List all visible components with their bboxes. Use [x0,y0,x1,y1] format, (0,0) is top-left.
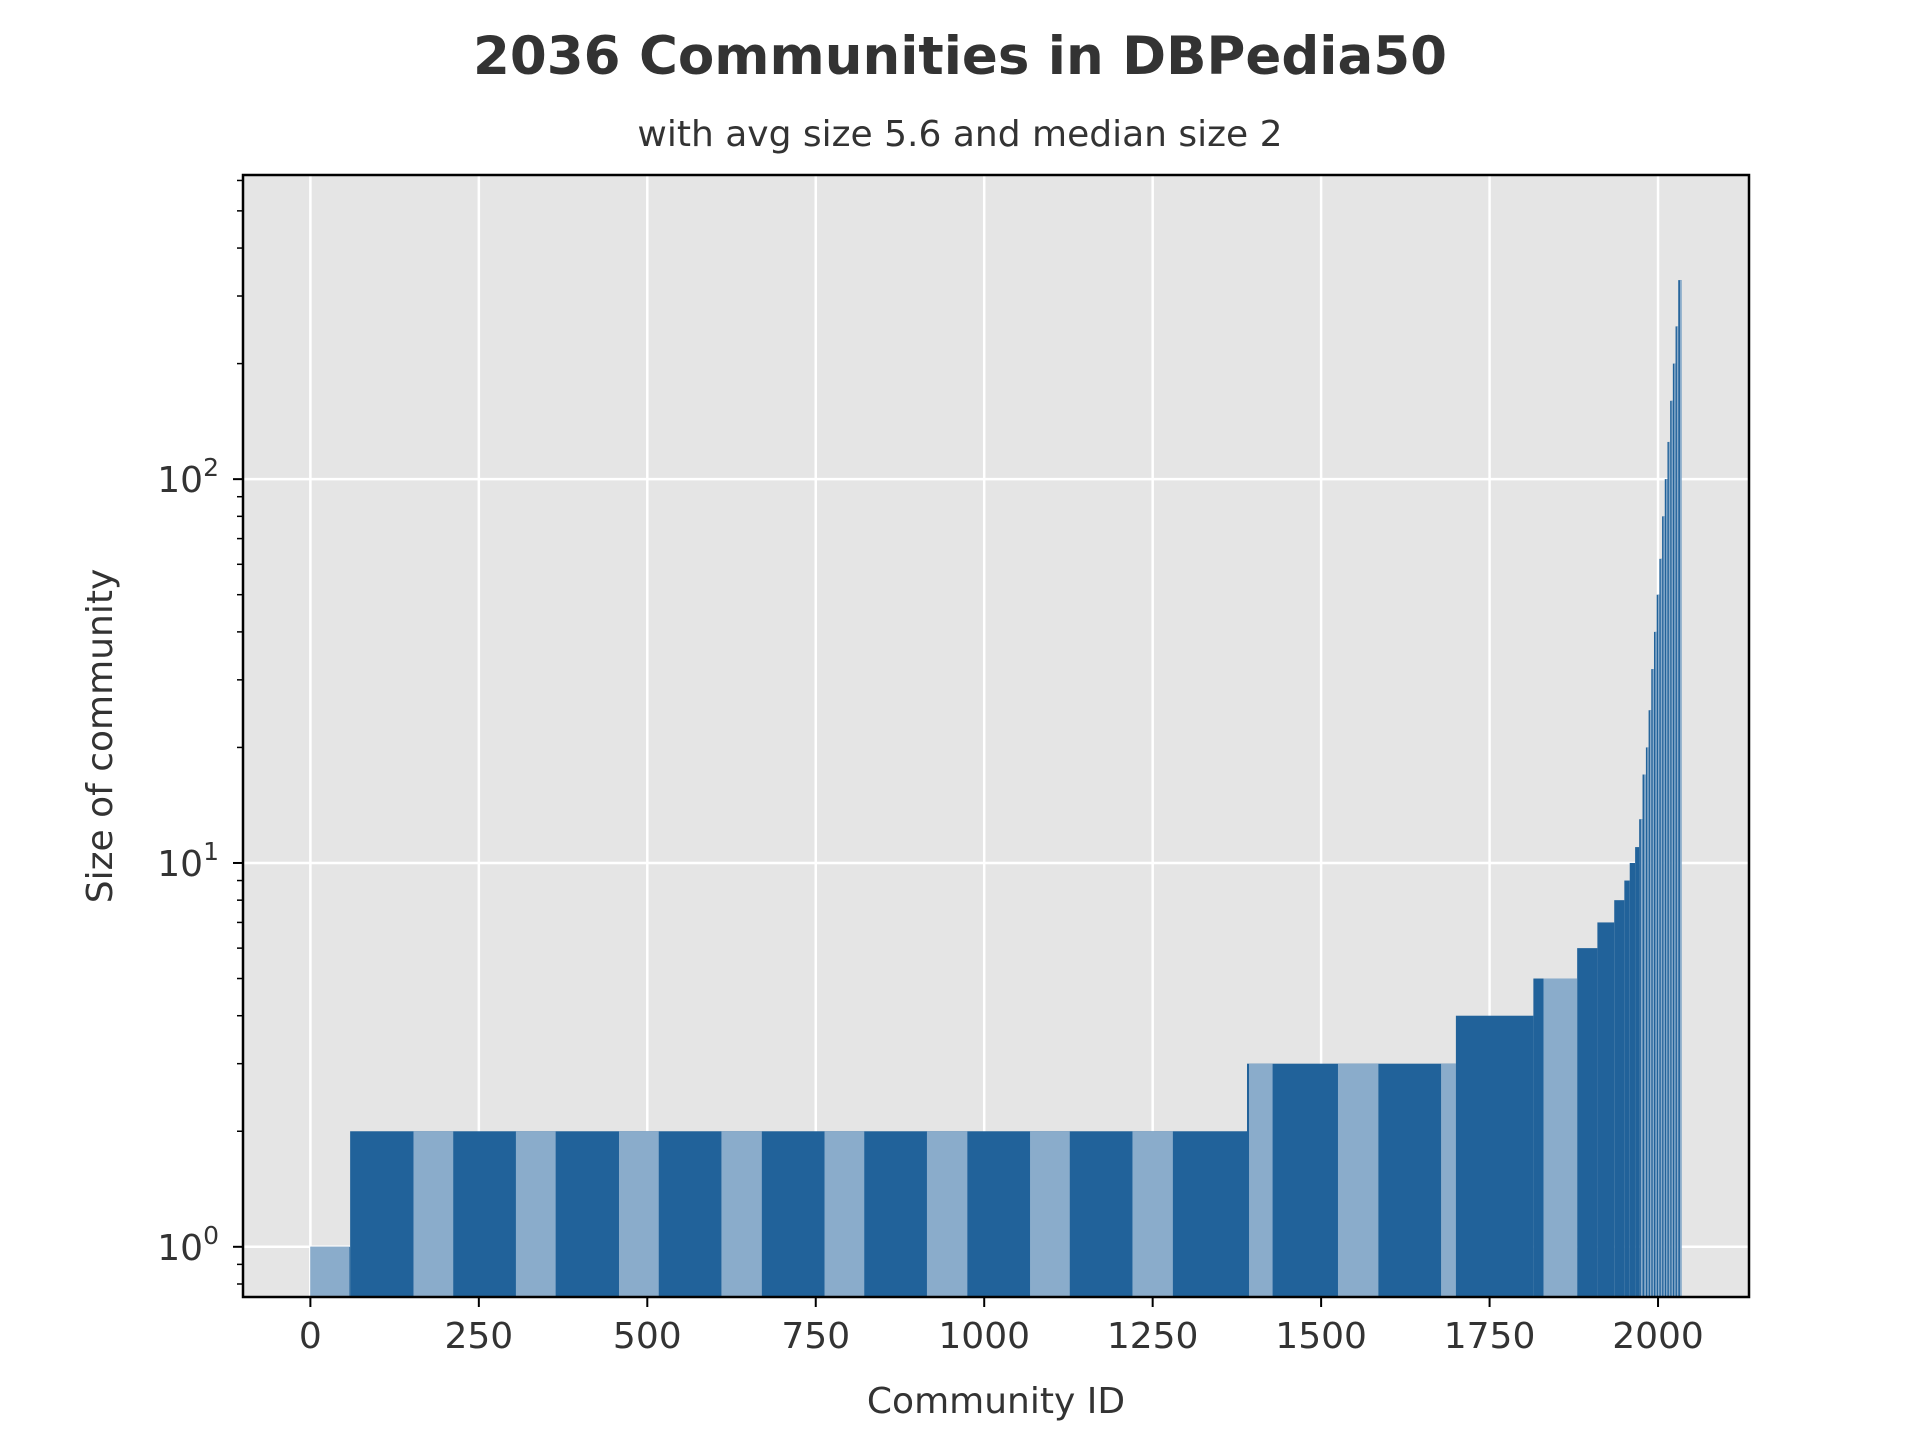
bar-tail-highlight [1679,280,1682,1298]
x-tick-label: 750 [781,1316,850,1357]
plot-frame [241,173,1751,1299]
x-axis-label: Community ID [867,1381,1125,1422]
bar-band [824,1131,865,1297]
bar [1577,948,1598,1297]
x-tick-label: 1000 [938,1316,1030,1357]
bar-tail-highlight [1649,710,1652,1297]
x-axis: 0 250 500 750 1000 1250 1500 1750 2000 [299,1297,1704,1357]
bar-tail-highlight [1668,441,1671,1297]
bar-band [413,1131,454,1297]
bar-band [721,1131,762,1297]
bar-band [618,1131,659,1297]
bar-tail-highlight [1663,516,1665,1297]
y-tick-label: 100 [157,1221,219,1269]
bar [1624,880,1630,1297]
bar-tail-highlight [1640,819,1643,1297]
x-tick-label: 1500 [1275,1316,1367,1357]
x-tick-label: 1250 [1107,1316,1199,1357]
bar-tail-highlight [1647,747,1649,1297]
bar-tail-highlight [1660,558,1663,1297]
x-tick-label: 2000 [1612,1316,1704,1357]
x-tick-label: 0 [299,1316,322,1357]
bars [310,280,1682,1298]
bar-tail-highlight [1676,326,1679,1298]
x-tick-label: 1750 [1444,1316,1536,1357]
bar [1629,862,1636,1297]
bar [1455,1015,1534,1297]
bar-tail-highlight [1666,479,1668,1297]
bar [350,1131,1247,1297]
bar-tail-highlight [1655,631,1657,1297]
bar-band [1543,978,1578,1297]
chart-subtitle: with avg size 5.6 and median size 2 [637,114,1282,155]
bar-band [1030,1131,1070,1297]
bar-tail-highlight [1671,400,1673,1298]
bar-tail-highlight [1652,669,1654,1297]
bar [1614,900,1625,1297]
bar-tail-highlight [1658,594,1660,1297]
plot-area [241,173,1751,1299]
bar-band [1132,1131,1173,1297]
bar-band [1441,1063,1456,1297]
bar [1597,922,1615,1297]
y-tick-label: 101 [157,837,219,885]
bar [1635,847,1640,1297]
y-tick-label: 102 [157,453,219,501]
bar-band [926,1131,968,1297]
bar-tail-highlight [1644,774,1646,1297]
bar-tail-highlight [1674,363,1676,1297]
bar-band [515,1131,556,1297]
bar-band [1249,1063,1273,1297]
x-tick-label: 500 [613,1316,682,1357]
x-tick-label: 250 [444,1316,513,1357]
chart-title: 2036 Communities in DBPedia50 [473,26,1447,87]
y-axis: 100 101 102 [157,179,243,1285]
bar-band [1337,1063,1379,1297]
y-axis-label: Size of community [80,569,121,904]
bar-band [310,1246,350,1297]
